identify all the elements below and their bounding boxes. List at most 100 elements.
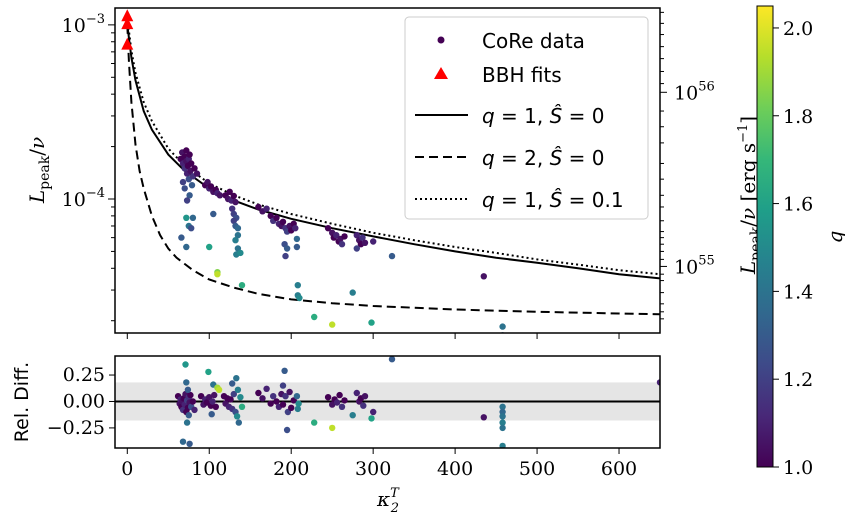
- bbh-fit-marker: [121, 17, 134, 30]
- residual-point: [370, 408, 377, 416]
- residual-point: [237, 394, 244, 401]
- residual-point: [279, 382, 287, 389]
- data-point: [183, 214, 190, 221]
- main-y-ticks: 10−3 10−4: [62, 12, 115, 322]
- residual-point: [212, 403, 219, 410]
- bbh-fit-markers: [121, 9, 134, 50]
- data-point: [232, 198, 239, 206]
- right-tick-label: 1055: [674, 253, 715, 278]
- legend-label-bbh: BBH fits: [482, 63, 562, 87]
- residual-point: [499, 442, 506, 448]
- residual-y-tick-label: 0.25: [63, 364, 105, 386]
- data-point: [230, 217, 237, 224]
- residual-point: [255, 389, 262, 397]
- x-tick-label: 600: [601, 458, 637, 480]
- residual-point: [215, 386, 223, 393]
- legend-dot-marker: [437, 36, 445, 44]
- residual-point: [361, 393, 369, 400]
- residual-point: [499, 413, 506, 420]
- residual-point: [182, 361, 189, 368]
- core-data-points: [177, 147, 506, 345]
- residual-point: [480, 414, 487, 421]
- residual-point: [288, 404, 295, 411]
- x-tick-label: 200: [273, 458, 309, 480]
- colorbar-ticks: 1.0 1.2 1.4 1.6 1.8 2.0: [773, 18, 813, 479]
- legend-triangle-marker: [434, 67, 448, 79]
- data-point: [283, 245, 291, 252]
- curve-q2-s0: [126, 24, 660, 316]
- residual-point: [209, 398, 216, 405]
- data-point: [282, 252, 289, 260]
- residual-point: [294, 405, 301, 413]
- colorbar-gradient: [756, 5, 774, 468]
- data-point: [341, 233, 348, 240]
- data-point: [237, 249, 244, 257]
- legend-label-core: CoRe data: [482, 29, 585, 53]
- residual-point: [324, 394, 332, 401]
- data-point: [499, 334, 505, 340]
- data-point: [370, 238, 377, 245]
- residual-point: [186, 440, 193, 447]
- residual-point: [234, 386, 242, 393]
- data-point: [368, 319, 375, 326]
- residual-y-ticks: 0.25 0.00 −0.25: [47, 364, 115, 439]
- residual-point: [499, 403, 506, 410]
- data-point: [216, 192, 224, 199]
- residual-point: [279, 401, 287, 408]
- y-tick-label: 10−4: [62, 186, 105, 211]
- residual-point: [259, 395, 266, 402]
- data-point: [292, 225, 299, 232]
- colorbar-tick-label: 1.6: [783, 194, 813, 216]
- residual-point: [338, 403, 346, 410]
- data-point: [338, 241, 346, 248]
- residual-point: [333, 399, 341, 406]
- bbh-fit-marker: [121, 37, 134, 50]
- data-point: [353, 245, 360, 252]
- main-axes-frame: [114, 7, 661, 334]
- residual-point: [368, 415, 375, 422]
- colorbar-tick-label: 1.0: [783, 457, 813, 479]
- residual-point: [329, 424, 336, 432]
- colorbar-tick-label: 1.8: [783, 106, 813, 128]
- curve-q1-s0: [126, 24, 660, 280]
- data-point: [273, 214, 280, 221]
- residual-point: [233, 375, 240, 382]
- data-point: [349, 289, 356, 296]
- residual-point: [229, 380, 236, 387]
- residual-point: [208, 411, 215, 418]
- data-point: [324, 225, 332, 232]
- data-point: [361, 239, 369, 246]
- legend-entry-core: CoRe data: [437, 29, 585, 53]
- residual-point: [388, 356, 396, 363]
- legend-box: [404, 16, 649, 220]
- bbh-fit-marker: [121, 9, 134, 22]
- data-point: [181, 185, 188, 192]
- residual-point: [360, 402, 367, 409]
- main-x-ticks: [126, 333, 620, 339]
- data-point: [333, 232, 340, 239]
- residual-point: [341, 397, 348, 404]
- residual-point: [282, 393, 289, 400]
- residual-points: [174, 356, 660, 448]
- residual-x-ticks: 0 100 200 300 400 500 600: [121, 448, 637, 480]
- data-point: [229, 205, 236, 212]
- residual-point: [329, 401, 336, 408]
- residual-point: [286, 388, 293, 396]
- data-point: [186, 151, 193, 158]
- residual-point: [273, 398, 280, 405]
- data-point: [499, 339, 505, 345]
- data-point: [238, 282, 246, 289]
- residual-point: [499, 419, 506, 426]
- residual-point: [184, 386, 192, 393]
- residual-point: [185, 412, 192, 419]
- residual-point: [183, 379, 190, 386]
- residual-panel: 0.25 0.00 −0.25 0 100 200 300 400 500 600 Rel. D…: [11, 355, 661, 516]
- residual-axes-frame: [114, 355, 661, 449]
- residual-point: [235, 419, 242, 426]
- residual-y-tick-label: 0.00: [63, 390, 105, 412]
- data-point: [210, 210, 217, 218]
- legend: CoRe data BBH fits q = 1, Ŝ = 0 q = 2, Ŝ…: [404, 16, 649, 220]
- data-point: [179, 178, 187, 186]
- colorbar-tick-label: 1.4: [783, 281, 813, 303]
- data-point: [234, 225, 242, 232]
